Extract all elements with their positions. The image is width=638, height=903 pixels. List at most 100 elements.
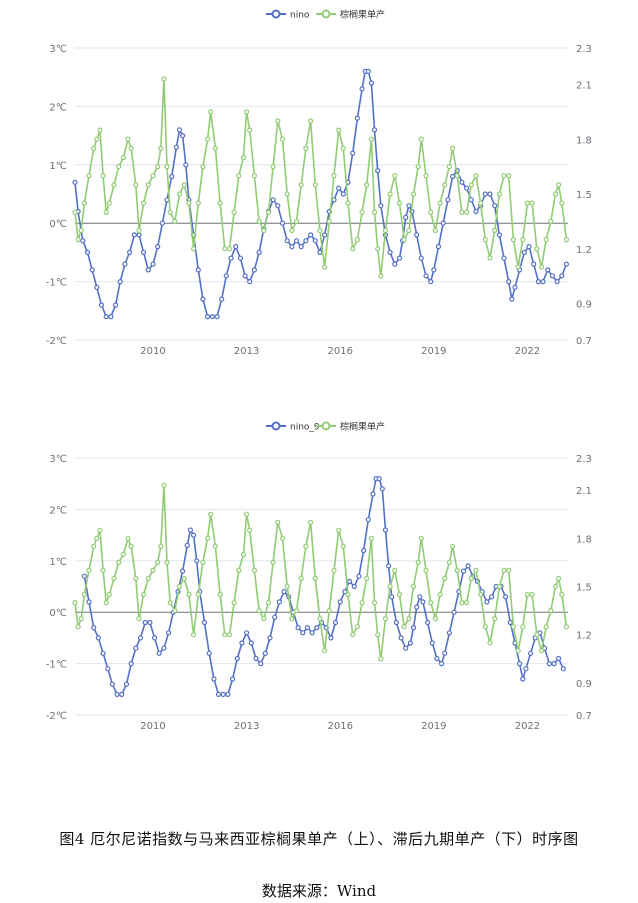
data-point bbox=[478, 591, 484, 598]
data-point bbox=[208, 511, 214, 517]
data-point bbox=[375, 632, 381, 638]
data-point bbox=[231, 600, 237, 606]
data-point bbox=[548, 608, 554, 614]
data-point bbox=[223, 273, 229, 279]
data-point bbox=[351, 583, 357, 590]
data-point bbox=[368, 136, 374, 142]
data-point bbox=[428, 209, 434, 215]
data-point bbox=[563, 261, 570, 267]
data-point bbox=[270, 164, 276, 170]
data-point bbox=[506, 567, 512, 573]
data-point bbox=[212, 543, 218, 549]
legend-label[interactable]: nino bbox=[290, 11, 310, 21]
data-point bbox=[295, 625, 301, 631]
y-right-tick-label: 0.9 bbox=[576, 300, 592, 311]
x-tick-label: 2013 bbox=[234, 721, 259, 732]
data-point bbox=[393, 619, 399, 626]
data-point bbox=[267, 635, 273, 641]
y-right-tick-label: 2.3 bbox=[576, 454, 592, 465]
data-point bbox=[365, 68, 371, 75]
data-point bbox=[109, 681, 116, 687]
data-point bbox=[507, 619, 513, 626]
data-point bbox=[209, 314, 215, 320]
data-point bbox=[450, 543, 456, 549]
data-point bbox=[460, 568, 467, 574]
data-point bbox=[482, 624, 488, 630]
data-point bbox=[169, 173, 175, 180]
data-point bbox=[298, 575, 304, 582]
data-point bbox=[150, 567, 156, 573]
data-point bbox=[200, 296, 206, 302]
data-point bbox=[161, 482, 167, 488]
y-left-tick-label: -1℃ bbox=[46, 660, 67, 671]
data-point bbox=[389, 594, 395, 600]
legend-label[interactable]: nino_9 bbox=[290, 423, 320, 433]
data-point bbox=[217, 200, 223, 206]
data-point bbox=[392, 261, 398, 267]
data-point bbox=[468, 575, 474, 582]
data-point bbox=[442, 575, 448, 582]
data-point bbox=[370, 491, 376, 497]
data-point bbox=[410, 625, 417, 631]
data-point bbox=[506, 173, 512, 179]
data-point bbox=[187, 527, 193, 533]
data-point bbox=[492, 616, 498, 622]
data-point bbox=[289, 616, 295, 622]
data-point bbox=[84, 249, 91, 255]
data-point bbox=[559, 591, 565, 598]
data-point bbox=[524, 591, 531, 598]
data-point bbox=[492, 203, 498, 209]
data-point bbox=[145, 575, 151, 582]
data-point bbox=[410, 191, 417, 197]
data-point bbox=[256, 218, 262, 224]
data-point bbox=[91, 543, 97, 549]
data-point bbox=[543, 624, 549, 630]
data-point bbox=[417, 594, 423, 600]
legend-label[interactable]: 棕榈果单产 bbox=[340, 9, 385, 21]
data-point bbox=[451, 609, 457, 615]
data-point bbox=[167, 600, 173, 606]
data-point bbox=[205, 535, 211, 541]
data-point bbox=[212, 145, 218, 151]
data-point bbox=[164, 559, 170, 565]
data-point bbox=[468, 197, 474, 203]
y-left-tick-label: 1℃ bbox=[49, 161, 67, 172]
data-point bbox=[265, 600, 272, 606]
data-point bbox=[364, 182, 370, 188]
data-point bbox=[155, 244, 161, 250]
data-point bbox=[354, 624, 360, 630]
data-point bbox=[403, 645, 409, 651]
data-point bbox=[521, 249, 527, 255]
data-point bbox=[272, 614, 278, 620]
data-source: 数据来源：Wind bbox=[261, 882, 377, 900]
data-point bbox=[173, 144, 179, 150]
data-point bbox=[510, 237, 517, 243]
data-point bbox=[423, 173, 429, 179]
data-point bbox=[298, 182, 304, 188]
legend-label[interactable]: 棕榈果单产 bbox=[340, 421, 385, 433]
data-point bbox=[312, 575, 318, 582]
data-point bbox=[284, 583, 290, 590]
data-point bbox=[440, 220, 446, 226]
data-point bbox=[445, 197, 451, 203]
data-point bbox=[81, 591, 88, 598]
data-point bbox=[150, 261, 156, 267]
data-point bbox=[482, 237, 488, 243]
data-point bbox=[94, 284, 100, 290]
data-point bbox=[359, 600, 365, 606]
data-point bbox=[215, 691, 222, 697]
data-point bbox=[371, 127, 378, 133]
data-point bbox=[378, 656, 384, 662]
data-point bbox=[501, 567, 507, 573]
data-point bbox=[75, 624, 81, 630]
y-right-tick-label: 1.5 bbox=[576, 583, 592, 594]
y-right-tick-label: 0.7 bbox=[576, 711, 592, 722]
data-point bbox=[509, 296, 515, 302]
data-point bbox=[331, 197, 337, 203]
data-point bbox=[538, 648, 545, 654]
data-point bbox=[450, 145, 456, 151]
data-point bbox=[261, 616, 267, 622]
y-left-tick-label: -2℃ bbox=[46, 711, 67, 722]
data-point bbox=[186, 591, 192, 598]
data-point bbox=[176, 191, 183, 197]
